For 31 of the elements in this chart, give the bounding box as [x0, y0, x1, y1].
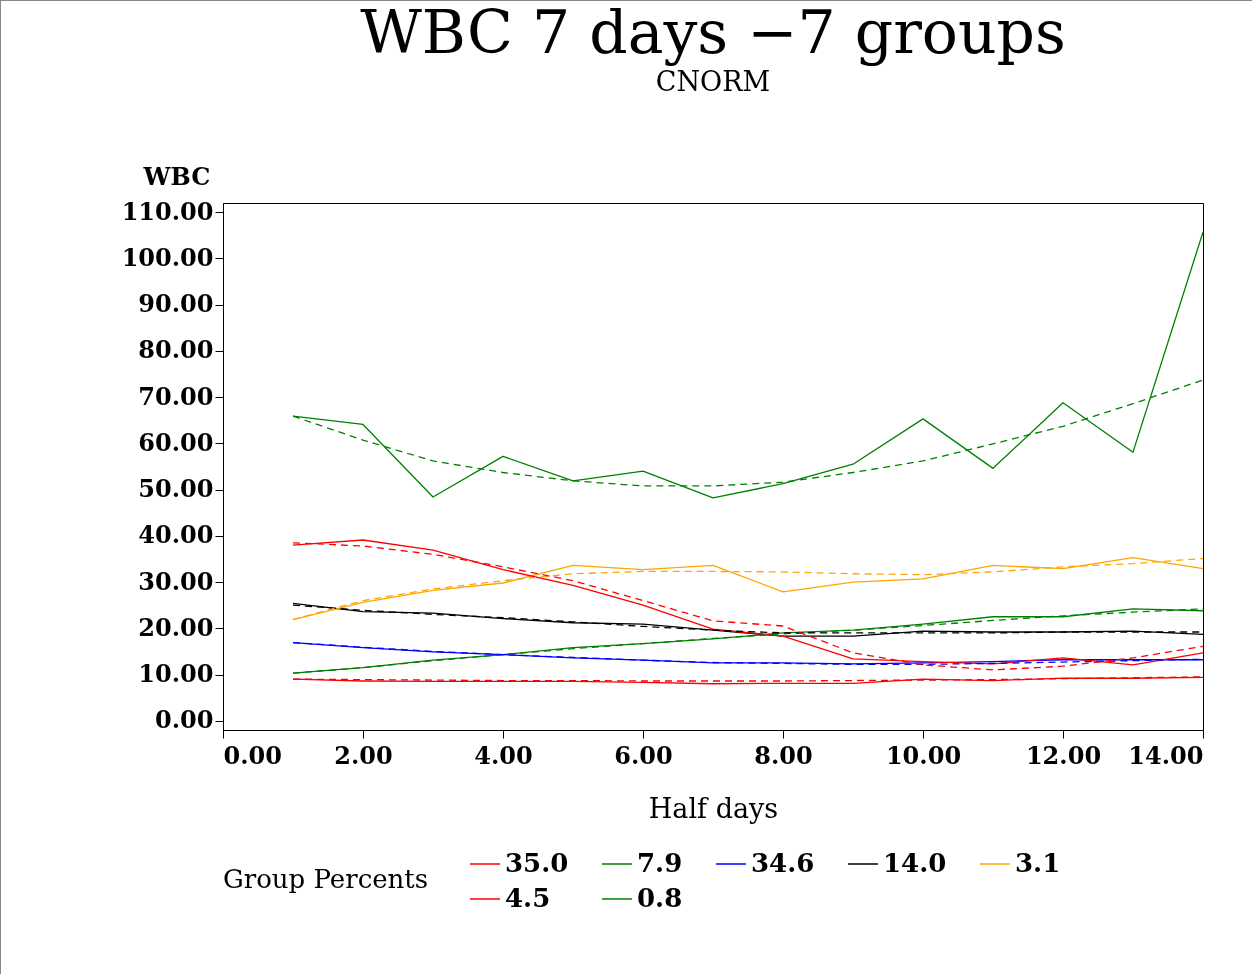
- y-tick-label: 60.00: [138, 427, 214, 457]
- legend-label: 3.1: [1015, 848, 1061, 878]
- legend-label: 7.9: [637, 848, 683, 878]
- x-tick-label: 4.00: [474, 740, 533, 770]
- y-tick-label: 10.00: [138, 659, 214, 689]
- y-tick-label: 50.00: [138, 474, 214, 504]
- y-tick-label: 80.00: [138, 335, 214, 365]
- y-tick-label: 0.00: [155, 705, 214, 735]
- y-tick-label: 100.00: [121, 242, 214, 272]
- y-axis-title: WBC: [142, 161, 211, 191]
- y-tick-label: 30.00: [138, 566, 214, 596]
- y-tick-label: 110.00: [121, 196, 214, 226]
- x-tick-label: 12.00: [1025, 740, 1102, 770]
- legend-label: 34.6: [751, 848, 815, 878]
- legend-title: Group Percents: [223, 864, 429, 894]
- legend-label: 14.0: [883, 848, 947, 878]
- chart-subtitle: CNORM: [655, 66, 771, 97]
- y-tick-label: 70.00: [138, 381, 214, 411]
- y-tick-label: 40.00: [138, 520, 214, 550]
- x-tick-label: 6.00: [614, 740, 673, 770]
- y-tick-label: 90.00: [138, 289, 214, 319]
- x-tick-label: 0.00: [223, 740, 282, 770]
- legend-label: 35.0: [505, 848, 569, 878]
- legend-label: 0.8: [637, 883, 683, 913]
- legend-label: 4.5: [505, 883, 551, 913]
- x-tick-label: 10.00: [885, 740, 962, 770]
- x-axis-title: Half days: [648, 792, 779, 824]
- x-tick-label: 14.00: [1128, 740, 1204, 770]
- x-tick-label: 2.00: [334, 740, 393, 770]
- y-tick-label: 20.00: [138, 612, 214, 642]
- x-tick-label: 8.00: [754, 740, 813, 770]
